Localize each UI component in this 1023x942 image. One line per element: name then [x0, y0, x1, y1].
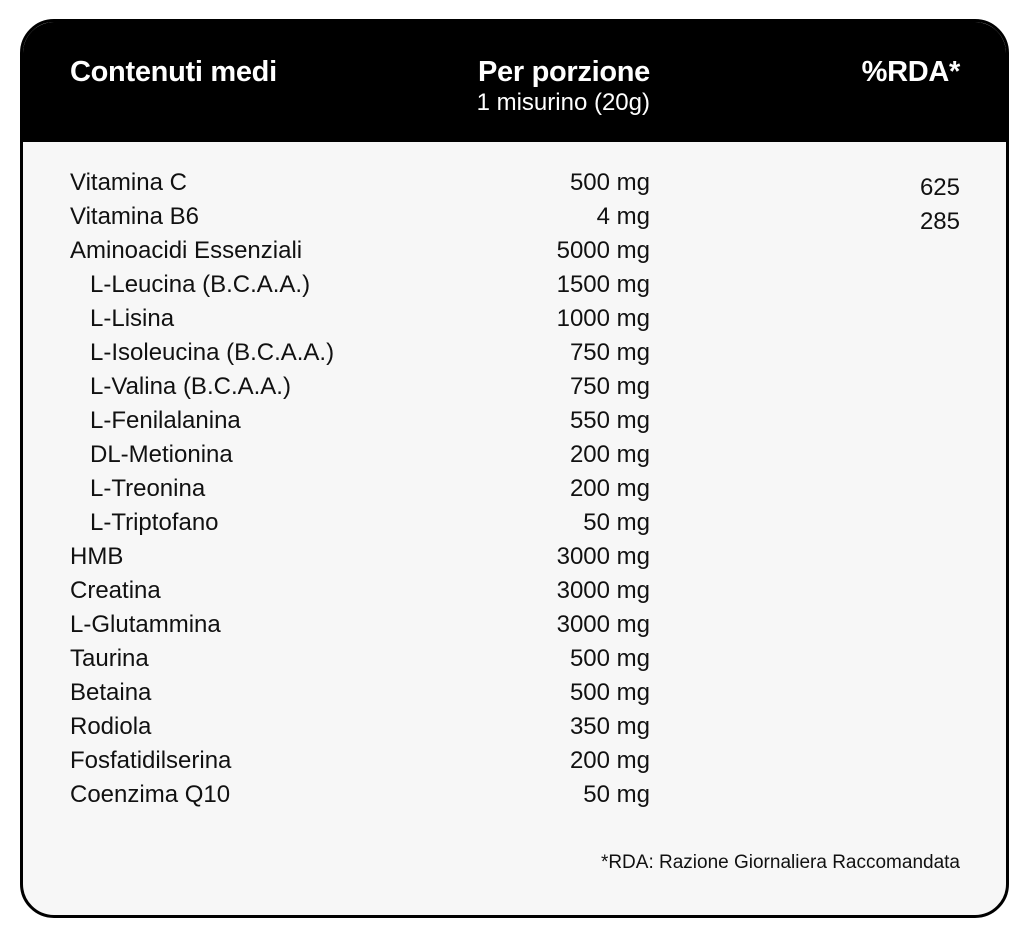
ingredient-name: Fosfatidilserina [70, 747, 232, 774]
header-per-serving: Per porzione 1 misurino (20g) [476, 56, 651, 118]
ingredient-amount: 50 mg [583, 509, 650, 536]
ingredient-name: L-Treonina [90, 475, 206, 502]
ingredient-name: HMB [70, 543, 124, 570]
ingredient-amount: 750 mg [569, 373, 650, 400]
table-row: Betaina 500 mg [23, 676, 1006, 710]
ingredient-name: Betaina [70, 679, 152, 706]
ingredient-amount: 4 mg [596, 203, 650, 230]
ingredient-amount: 500 mg [569, 169, 650, 196]
table-row: L-Triptofano 50 mg [23, 506, 1006, 540]
ingredient-name: L-Isoleucina (B.C.A.A.) [90, 339, 335, 366]
ingredient-amount: 200 mg [569, 441, 650, 468]
ingredient-name: Rodiola [70, 713, 152, 740]
table-row: L-Leucina (B.C.A.A.) 1500 mg [23, 268, 1006, 302]
ingredient-rda: 625 [919, 174, 960, 201]
table-row: Coenzima Q10 50 mg [23, 778, 1006, 812]
ingredient-name: DL-Metionina [90, 441, 233, 468]
ingredient-name: L-Lisina [90, 305, 175, 332]
table-row: L-Valina (B.C.A.A.) 750 mg [23, 370, 1006, 404]
ingredient-name: Vitamina C [70, 169, 187, 196]
rda-footnote: *RDA: Razione Giornaliera Raccomandata [600, 852, 960, 873]
ingredient-amount: 200 mg [569, 475, 650, 502]
table-header: Contenuti medi Per porzione 1 misurino (… [23, 22, 1006, 142]
table-row: Vitamina B6 4 mg 285 [23, 200, 1006, 235]
table-row: HMB 3000 mg [23, 540, 1006, 574]
table-body: Vitamina C 500 mg 625 Vitamina B6 4 mg 285 Ami… [23, 166, 1006, 812]
ingredient-name: Aminoacidi Essenziali [70, 237, 303, 264]
table-row: Taurina 500 mg [23, 642, 1006, 676]
table-row: DL-Metionina 200 mg [23, 438, 1006, 472]
nutrition-table: Contenuti medi Per porzione 1 misurino (… [20, 19, 1009, 918]
ingredient-name: Creatina [70, 577, 161, 604]
header-serving-size: 1 misurino (20g) [476, 89, 650, 116]
table-row: L-Glutammina 3000 mg [23, 608, 1006, 642]
ingredient-amount: 550 mg [569, 407, 650, 434]
table-row: Vitamina C 500 mg 625 [23, 166, 1006, 201]
table-row: Fosfatidilserina 200 mg [23, 744, 1006, 778]
ingredient-name: L-Triptofano [90, 509, 219, 536]
table-row: L-Treonina 200 mg [23, 472, 1006, 506]
ingredient-amount: 50 mg [583, 781, 650, 808]
ingredient-amount: 3000 mg [556, 611, 650, 638]
ingredient-amount: 350 mg [569, 713, 650, 740]
ingredient-name: L-Glutammina [70, 611, 221, 638]
table-row: L-Fenilalanina 550 mg [23, 404, 1006, 438]
ingredient-name: L-Leucina (B.C.A.A.) [90, 271, 311, 298]
table-row: L-Isoleucina (B.C.A.A.) 750 mg [23, 336, 1006, 370]
ingredient-name: Vitamina B6 [70, 203, 199, 230]
header-per-serving-label: Per porzione [477, 56, 650, 88]
ingredient-name: Coenzima Q10 [70, 781, 231, 808]
table-row: L-Lisina 1000 mg [23, 302, 1006, 336]
table-row: Rodiola 350 mg [23, 710, 1006, 744]
ingredient-amount: 500 mg [569, 645, 650, 672]
ingredient-amount: 3000 mg [556, 543, 650, 570]
table-row: Creatina 3000 mg [23, 574, 1006, 608]
ingredient-amount: 200 mg [569, 747, 650, 774]
ingredient-amount: 1000 mg [556, 305, 650, 332]
ingredient-name: L-Fenilalanina [90, 407, 241, 434]
ingredient-amount: 5000 mg [556, 237, 650, 264]
header-rda-label: %RDA* [861, 56, 961, 88]
ingredient-amount: 3000 mg [556, 577, 650, 604]
ingredient-name: L-Valina (B.C.A.A.) [90, 373, 291, 400]
header-contents-label: Contenuti medi [70, 56, 277, 88]
ingredient-name: Taurina [70, 645, 149, 672]
table-row: Aminoacidi Essenziali 5000 mg [23, 234, 1006, 268]
ingredient-rda: 285 [919, 208, 960, 235]
ingredient-amount: 500 mg [569, 679, 650, 706]
ingredient-amount: 750 mg [569, 339, 650, 366]
ingredient-amount: 1500 mg [556, 271, 650, 298]
